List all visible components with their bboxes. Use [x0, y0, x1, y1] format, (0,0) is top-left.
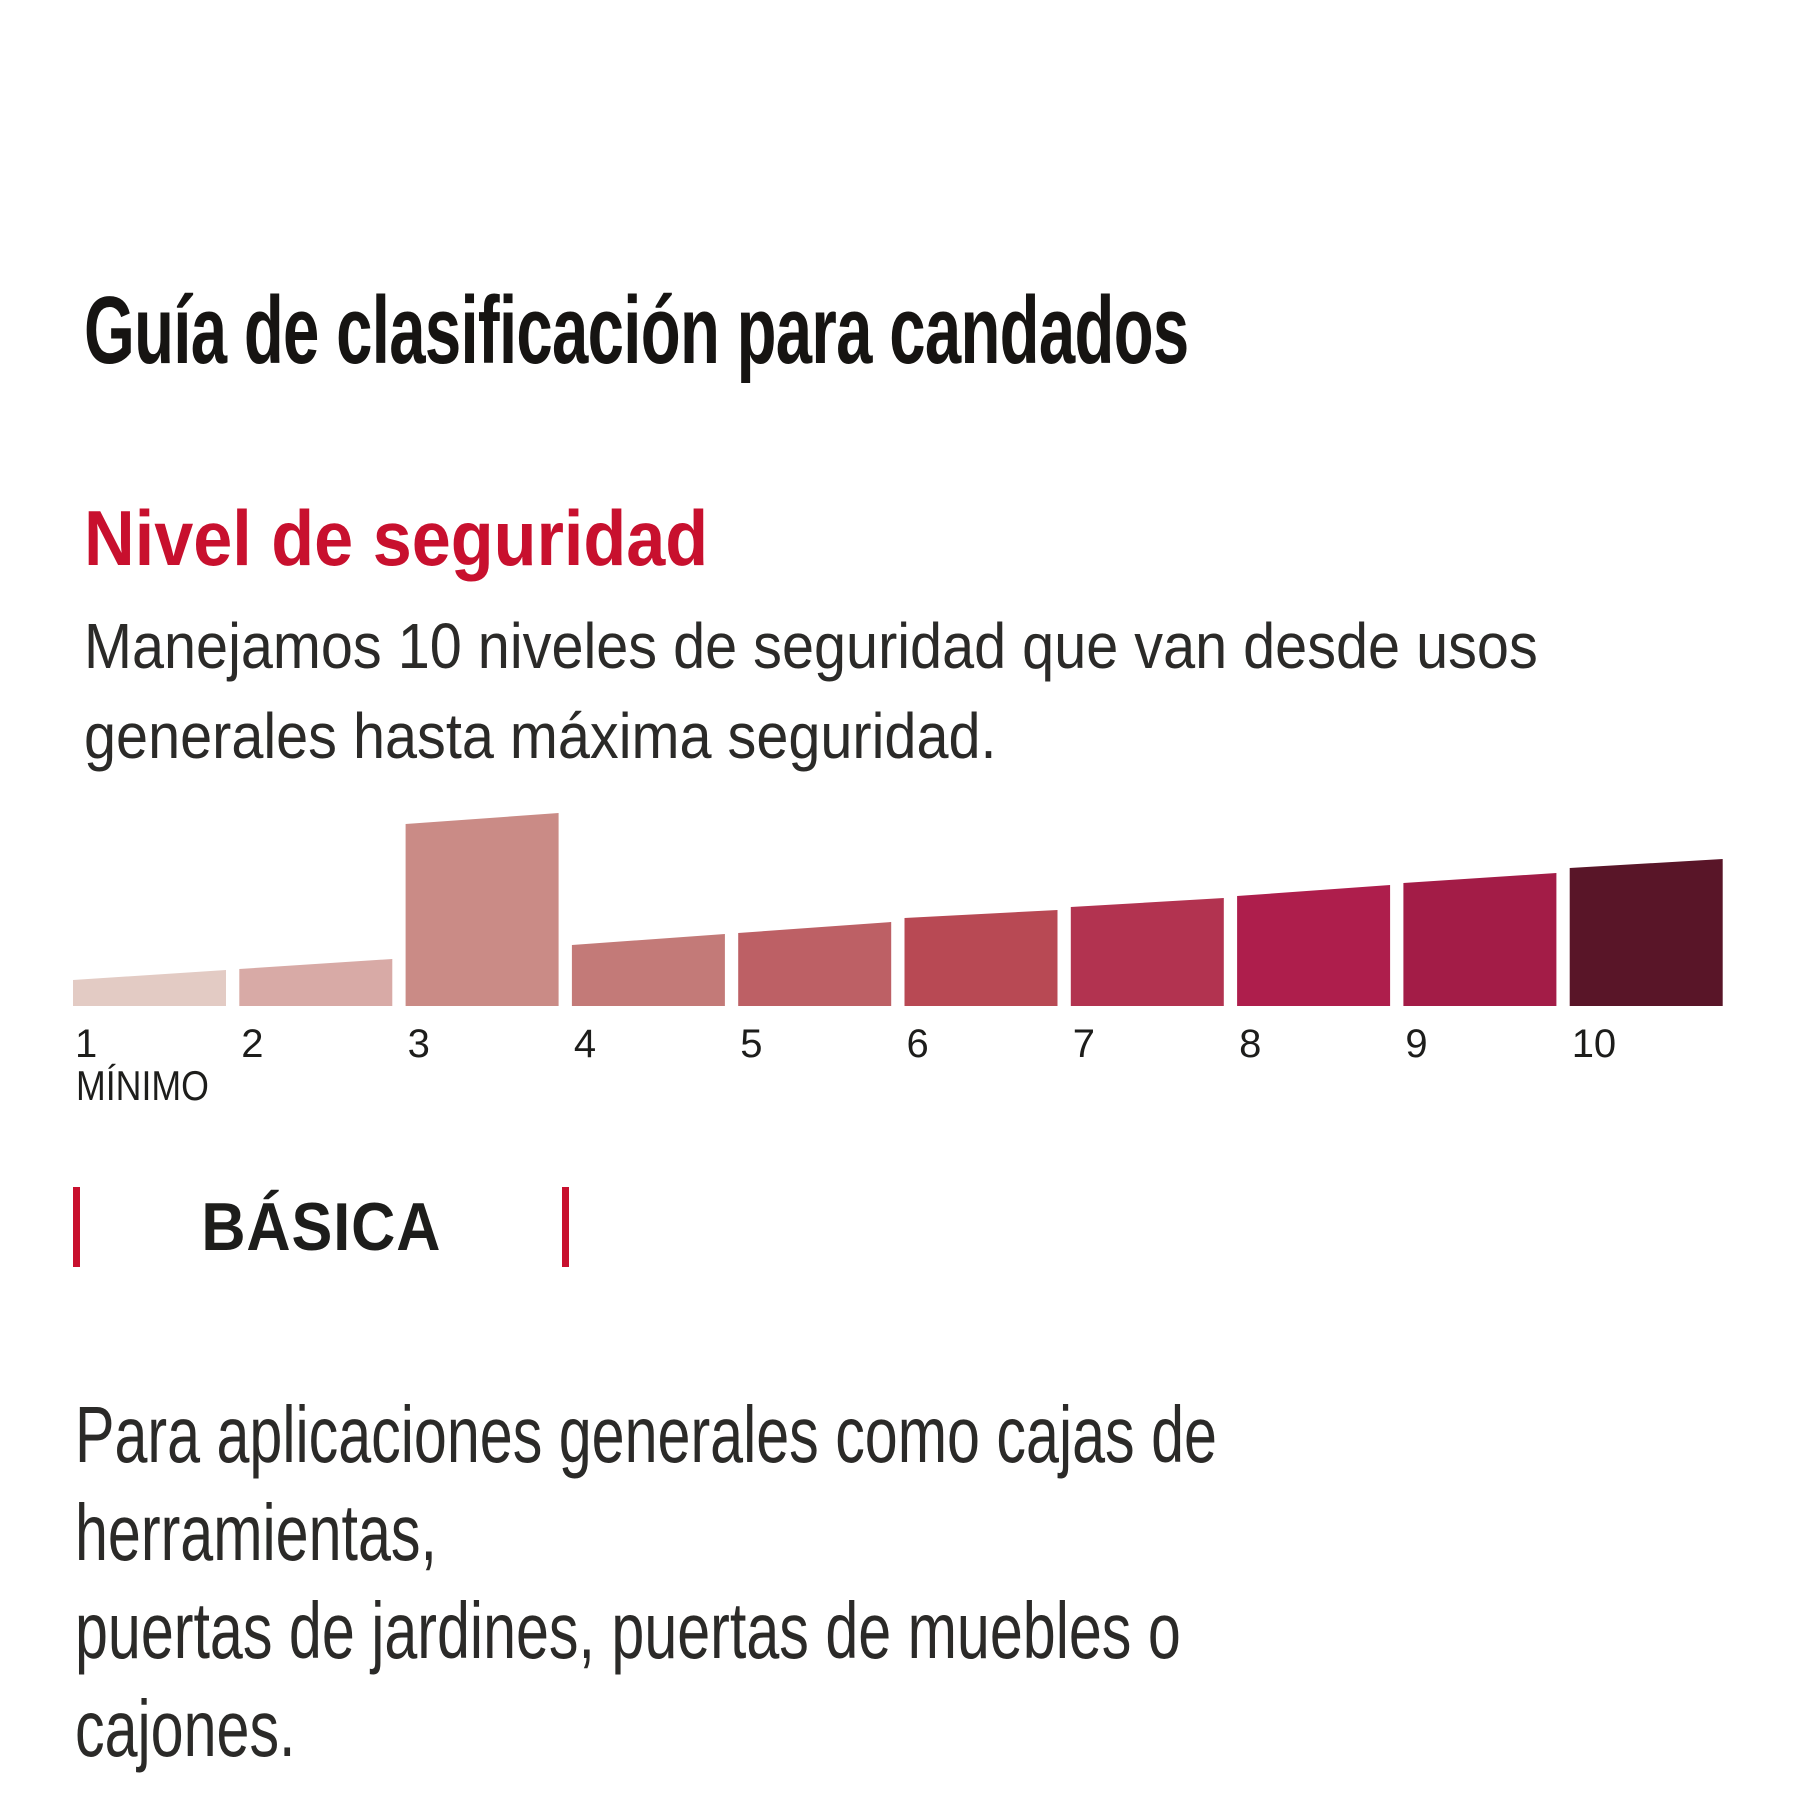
bar-level-4 — [571, 934, 725, 1006]
category-band: BÁSICA — [73, 1186, 569, 1268]
bar-level-2 — [239, 959, 393, 1006]
bar-level-7 — [1070, 898, 1224, 1006]
security-level-bar-chart: 1 2 3 4 5 6 7 8 9 10 MÍNIMO — [0, 800, 1800, 1120]
bar-level-9 — [1403, 873, 1557, 1006]
bar-level-5 — [738, 922, 892, 1006]
bar-level-6 — [904, 910, 1058, 1006]
category-range-tick-left — [73, 1187, 80, 1267]
security-intro-text: Manejamos 10 niveles de seguridad que va… — [84, 610, 1538, 772]
bar-chart-svg — [73, 813, 1723, 1006]
x-tick-label-4: 4 — [573, 1022, 597, 1066]
bar-level-3-highlighted — [405, 813, 559, 1006]
x-tick-label-2: 2 — [241, 1022, 264, 1066]
category-description: Para aplicaciones generales como cajas d… — [75, 1390, 1217, 1773]
category-range-tick-right — [562, 1187, 569, 1267]
x-tick-label-7: 7 — [1072, 1022, 1096, 1066]
x-tick-label-9: 9 — [1405, 1022, 1428, 1066]
bar-level-8 — [1237, 885, 1391, 1006]
x-tick-label-10: 10 — [1571, 1022, 1617, 1066]
security-heading: Nivel de seguridad — [84, 493, 709, 582]
page-title: Guía de clasificación para candados — [84, 277, 1189, 385]
x-tick-label-3: 3 — [407, 1022, 430, 1066]
category-label: BÁSICA — [200, 1189, 442, 1265]
minimum-axis-label: MÍNIMO — [76, 1062, 209, 1109]
x-tick-label-8: 8 — [1239, 1022, 1262, 1066]
bar-level-10 — [1569, 859, 1723, 1006]
bar-level-1 — [73, 970, 226, 1006]
x-tick-label-1: 1 — [75, 1022, 98, 1066]
x-tick-label-5: 5 — [740, 1022, 763, 1066]
x-tick-label-6: 6 — [906, 1022, 929, 1066]
